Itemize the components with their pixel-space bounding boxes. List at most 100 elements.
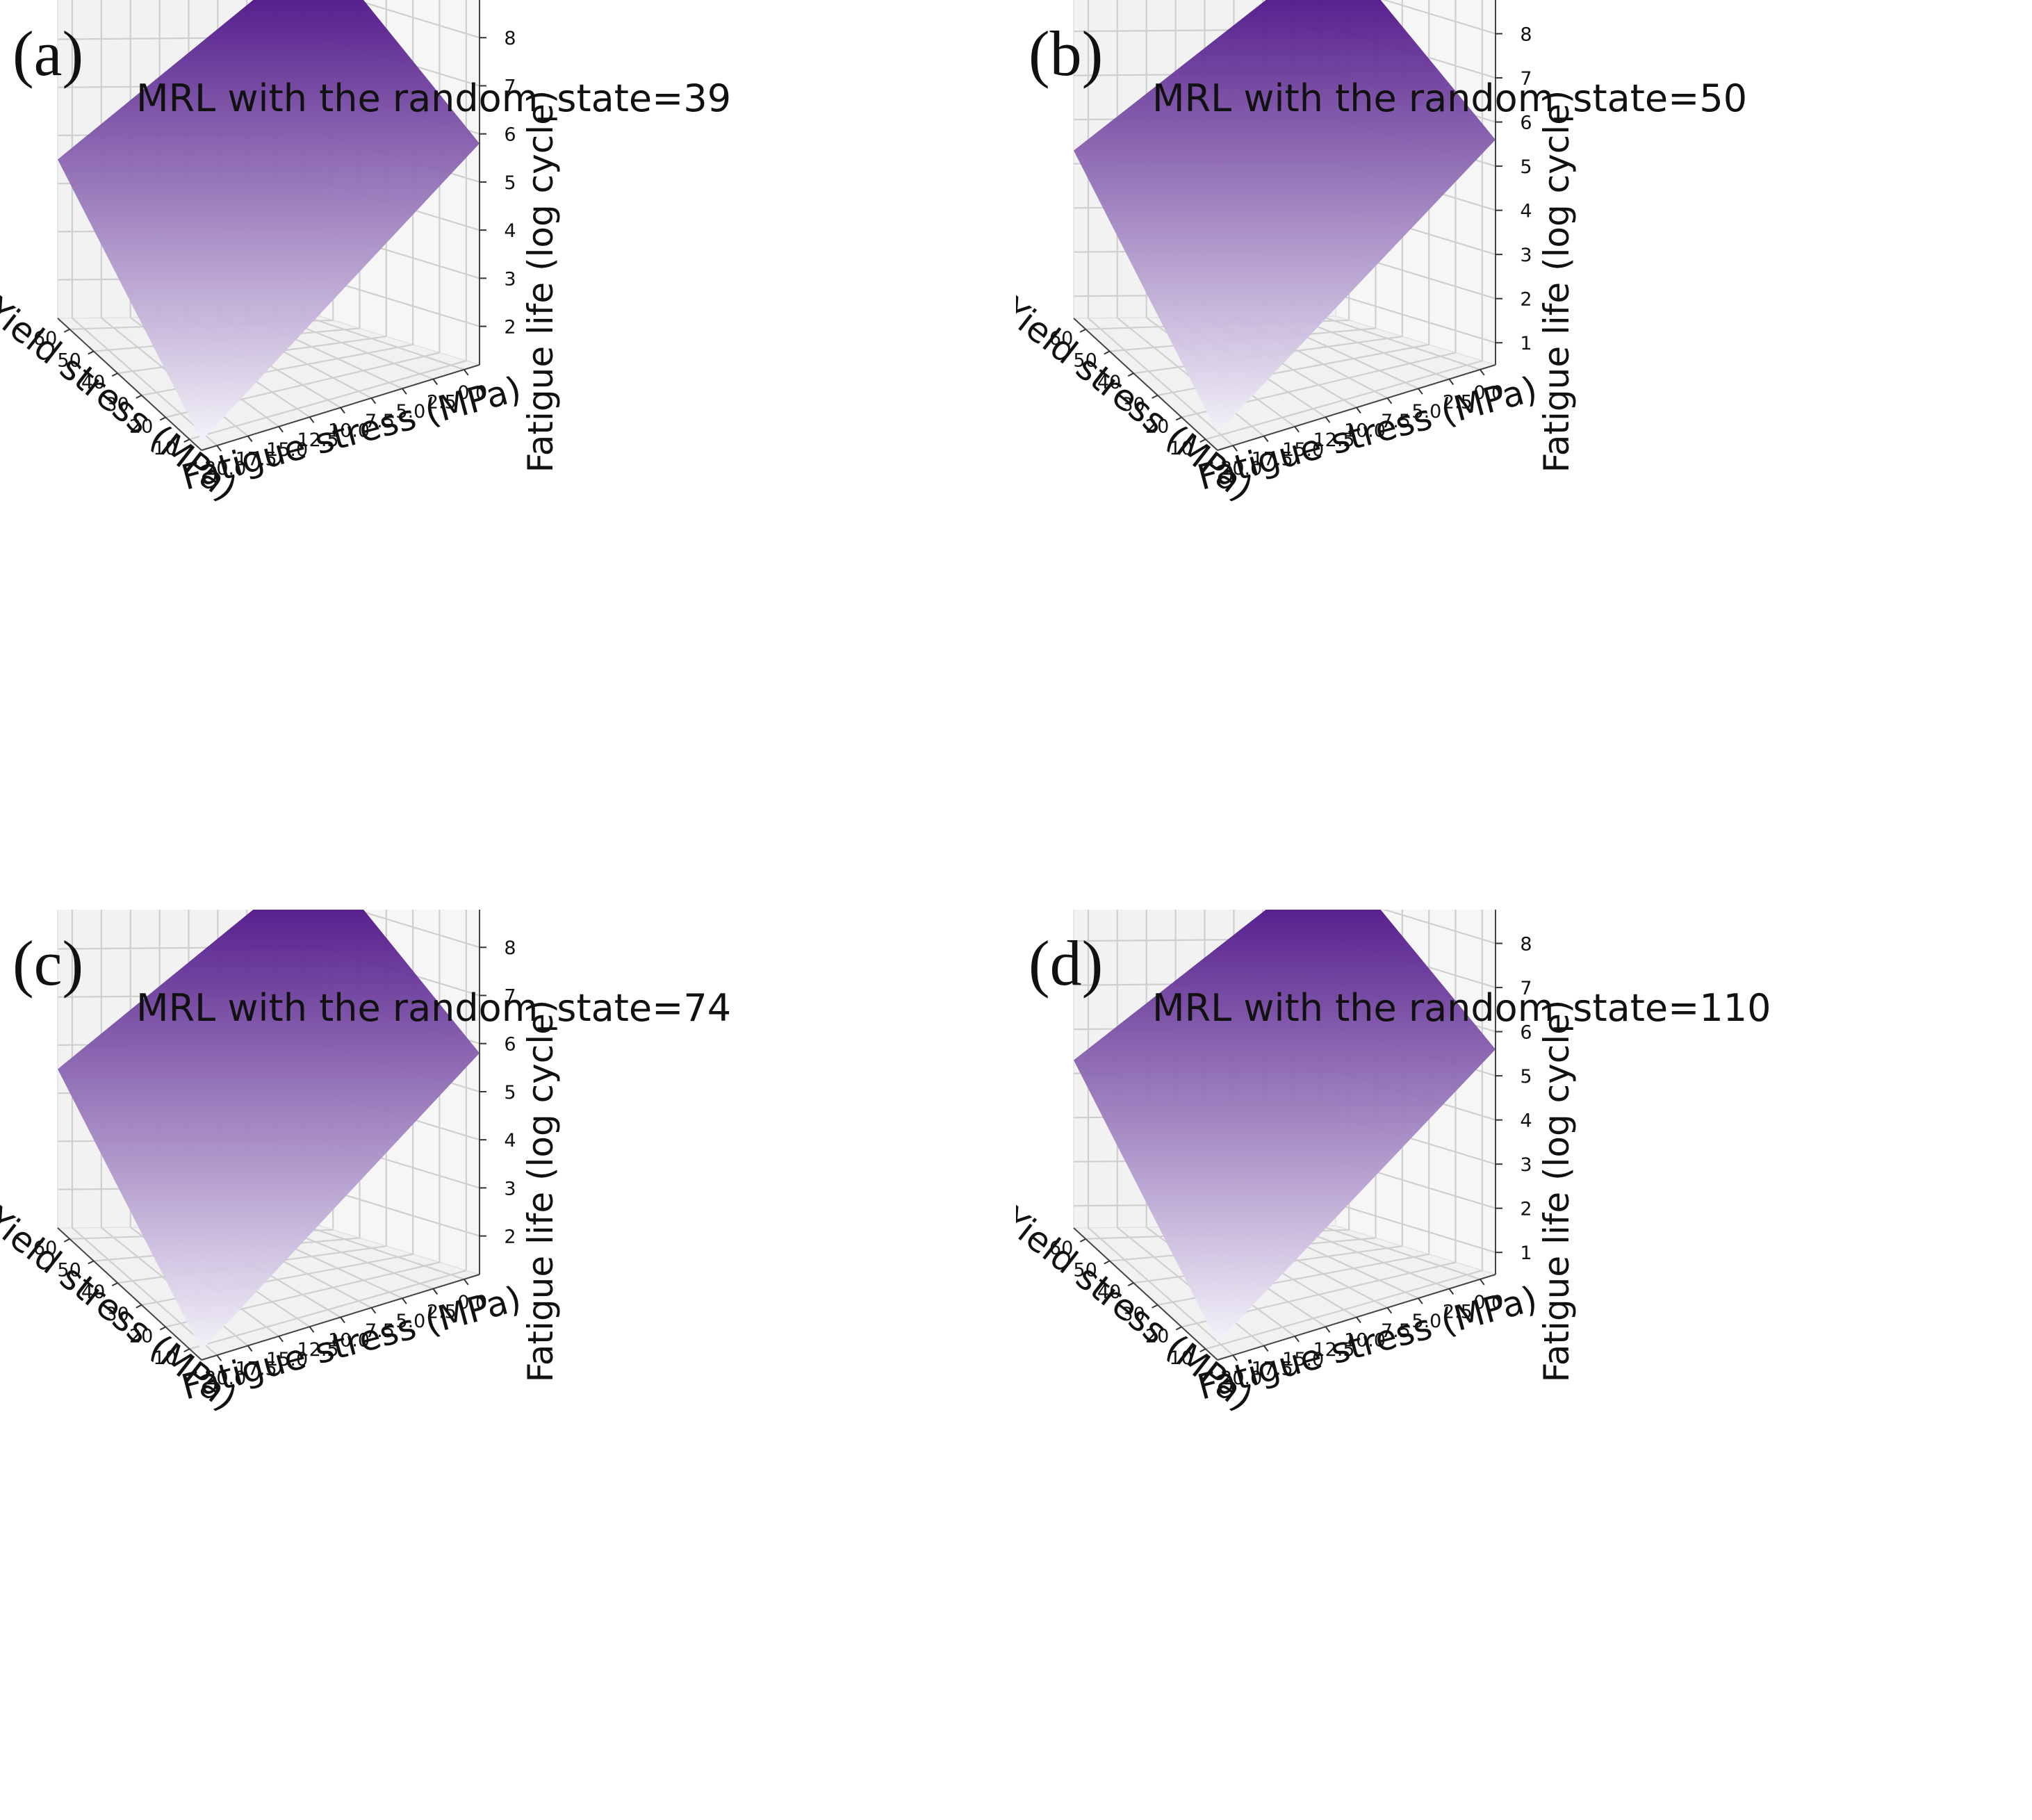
x-tick-mark [1294, 426, 1300, 433]
x-tick-label: 2.5 [1443, 392, 1473, 413]
grid-line [1205, 1270, 1483, 1350]
x-tick-mark [247, 435, 253, 443]
y-tick-mark [63, 328, 70, 333]
chart-svg: 0.02.55.07.510.012.515.017.520.0 10203040… [0, 0, 731, 509]
z-tick-label: 1 [1520, 1243, 1532, 1264]
z-tick-label: 6 [504, 1034, 516, 1056]
x-tick-label: 0.0 [1473, 1292, 1503, 1313]
grid-line [189, 360, 467, 441]
z-tick-label: 8 [504, 28, 516, 49]
y-tick-mark [1175, 1326, 1182, 1331]
z-tick-label: 5 [1520, 156, 1532, 178]
y-tick-label: 10 [153, 438, 177, 459]
y-tick-mark [1199, 438, 1206, 443]
z-tick-label: 1 [1520, 333, 1532, 354]
x-tick-mark [1325, 416, 1331, 423]
chart-title: MRL with the random_state=110 [1152, 986, 1771, 1030]
y-tick-label: 60 [1049, 328, 1073, 350]
z-tick-label: 2 [504, 317, 516, 338]
y-tick-label: 60 [33, 328, 57, 350]
y-tick-label: 50 [57, 1260, 81, 1281]
z-tick-label: 8 [1520, 934, 1532, 956]
x-tick-mark [1356, 1316, 1361, 1324]
x-tick-label: 17.5 [1252, 1359, 1293, 1380]
x-tick-label: 10.0 [328, 1330, 370, 1352]
x-tick-label: 5.0 [1411, 401, 1441, 423]
y-tick-mark [183, 438, 190, 443]
y-tick-mark [1175, 416, 1182, 421]
x-tick-mark [247, 1345, 253, 1352]
z-tick-label: 2 [504, 1227, 516, 1248]
y-tick-mark [1127, 1282, 1134, 1287]
z-axis-label: Fatigue life (log cycle) [521, 90, 561, 473]
grid-line [1205, 360, 1483, 441]
yield-axis-line [1073, 1227, 1218, 1361]
x-tick-mark [340, 407, 345, 414]
y-tick-label: 50 [1073, 1260, 1097, 1281]
x-tick-mark [1448, 1288, 1455, 1295]
x-tick-mark [1418, 388, 1423, 395]
x-tick-mark [1479, 369, 1485, 376]
chart-svg: 0.02.55.07.510.012.515.017.520.0 10203040… [1016, 0, 1747, 509]
chart-title: MRL with the random_state=50 [1152, 76, 1747, 120]
y-tick-mark [183, 1348, 190, 1353]
x-tick-mark [1325, 1326, 1331, 1333]
z-tick-label: 4 [1520, 201, 1532, 222]
x-tick-mark [1263, 1345, 1269, 1352]
grid-line [1320, 315, 1481, 370]
z-tick-label: 6 [1520, 1022, 1532, 1044]
z-tick-label: 2 [1520, 289, 1532, 311]
z-tick-label: 6 [504, 124, 516, 146]
x-tick-mark [463, 369, 469, 376]
axes: 0.02.55.07.510.012.515.017.520.0 10203040… [33, 0, 516, 479]
y-tick-label: 50 [1073, 350, 1097, 372]
grid-line [1382, 0, 1496, 35]
chart-title: MRL with the random_state=39 [136, 76, 731, 120]
y-tick-mark [1079, 328, 1086, 333]
y-tick-mark [1127, 372, 1134, 377]
x-tick-label: 17.5 [1252, 449, 1293, 470]
z-tick-label: 7 [504, 985, 516, 1007]
z-tick-label: 7 [1520, 978, 1532, 999]
y-tick-mark [1104, 1260, 1111, 1265]
y-tick-label: 20 [129, 416, 153, 438]
y-tick-mark [1152, 394, 1158, 399]
grid-line [304, 315, 465, 370]
x-tick-mark [216, 1354, 222, 1361]
x-tick-mark [278, 1336, 284, 1343]
y-tick-label: 10 [1169, 438, 1193, 459]
grid-line [304, 1225, 465, 1280]
chart-svg: 0.02.55.07.510.012.515.017.520.0 10203040… [1016, 910, 1771, 1419]
y-tick-mark [1152, 1304, 1158, 1309]
grid-line [1291, 315, 1450, 380]
x-tick-mark [278, 426, 284, 433]
y-tick-label: 20 [129, 1326, 153, 1347]
yield-axis-line [1073, 318, 1218, 451]
z-axis-label: Fatigue life (log cycle) [521, 1000, 561, 1383]
z-axis-label: Fatigue life (log cycle) [1537, 90, 1577, 473]
y-tick-label: 30 [105, 394, 129, 416]
axes: 0.02.55.07.510.012.515.017.520.0 10203040… [1049, 910, 1532, 1389]
panel-d: 0.0 2.5 5.0 7.5 10.0 12.5 15.0 17.5 20.0 10 20 30 40… [1016, 910, 2032, 1819]
x-tick-mark [370, 1307, 377, 1314]
x-tick-label: 7.5 [365, 411, 395, 432]
grid-line [72, 1227, 218, 1356]
chart-svg: 0.02.55.07.510.012.515.017.520.0 10203040… [0, 910, 731, 1419]
yield-axis-line [57, 1227, 202, 1361]
x-tick-mark [1386, 397, 1393, 404]
x-tick-label: 2.5 [427, 1302, 457, 1323]
x-tick-label: 17.5 [236, 1359, 277, 1380]
chart-title: MRL with the random_state=74 [136, 986, 731, 1030]
x-tick-mark [1356, 407, 1361, 414]
z-tick-label: 5 [1520, 1066, 1532, 1088]
y-tick-label: 40 [81, 372, 105, 393]
z-tick-label: 4 [1520, 1110, 1532, 1132]
y-tick-label: 40 [81, 1281, 105, 1303]
x-tick-label: 10.0 [1344, 420, 1386, 442]
x-tick-mark [340, 1316, 345, 1324]
x-tick-label: 20.0 [204, 1368, 246, 1389]
z-tick-label: 5 [504, 172, 516, 194]
y-tick-label: 60 [1049, 1238, 1073, 1259]
x-tick-label: 10.0 [328, 420, 370, 442]
x-tick-mark [1263, 435, 1269, 443]
